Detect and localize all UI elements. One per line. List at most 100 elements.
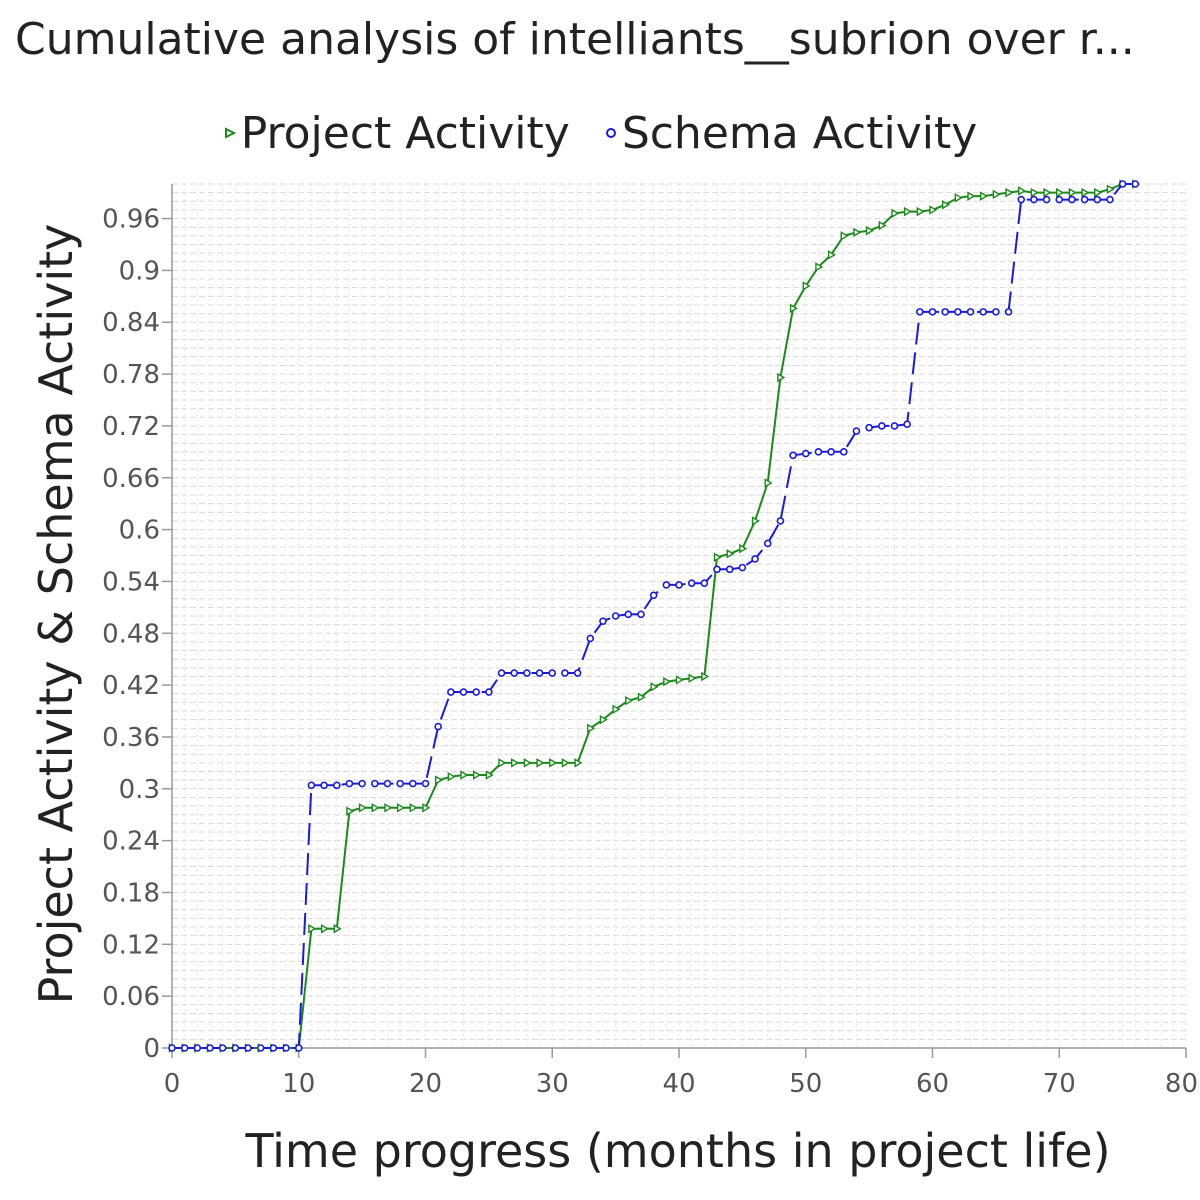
data-point [535, 669, 544, 677]
data-point [1043, 187, 1052, 198]
axes: 0 0.06 0.12 0.18 0.24 0.3 0.36 0.42 0.48 0.54 0.6 0… [102, 184, 1198, 1099]
data-point [485, 770, 494, 780]
data-point [536, 758, 545, 768]
data-point [814, 448, 823, 456]
data-point [256, 1044, 265, 1052]
legend-item-project-activity[interactable]: Project Activity [223, 108, 570, 159]
data-point [371, 803, 380, 813]
data-point [409, 779, 417, 788]
x-tick-label: 0 [164, 1069, 181, 1099]
data-point [180, 1044, 189, 1052]
y-tick-label: 0 [143, 1034, 160, 1064]
data-point [878, 220, 887, 231]
data-point [294, 1044, 303, 1052]
data-point [675, 675, 684, 685]
data-point [168, 1044, 176, 1052]
data-point [751, 555, 759, 563]
data-point [650, 682, 659, 692]
data-point [1030, 187, 1039, 198]
data-point [827, 448, 835, 456]
y-tick-label: 0.06 [102, 982, 160, 1012]
data-point [1004, 308, 1013, 316]
data-point [409, 803, 418, 813]
data-point [713, 552, 722, 562]
data-point [890, 422, 899, 430]
data-point [815, 262, 824, 272]
data-point [992, 308, 1000, 316]
data-point [611, 612, 620, 620]
data-point [1068, 195, 1076, 204]
data-point [510, 669, 519, 677]
data-point [1080, 195, 1089, 204]
data-point [903, 420, 911, 428]
chart-title: Cumulative analysis of intelliants__subr… [15, 14, 1135, 65]
data-point [1106, 184, 1115, 194]
data-point [802, 281, 811, 291]
legend-label-schema-activity: Schema Activity [621, 107, 978, 159]
data-point [511, 758, 520, 768]
data-point [1131, 180, 1140, 188]
data-point [739, 543, 748, 554]
data-point [916, 308, 924, 316]
data-point [675, 581, 683, 589]
y-tick-label: 0.54 [102, 567, 160, 597]
data-point [700, 579, 709, 587]
data-point [662, 581, 671, 589]
chart-legend: Project Activity Schema Activity [0, 100, 1200, 159]
data-point [663, 676, 672, 687]
data-point [625, 695, 634, 706]
data-point [840, 231, 849, 241]
data-point [421, 779, 430, 788]
data-point [1017, 195, 1026, 204]
data-point [903, 206, 913, 217]
y-tick-label: 0.42 [102, 671, 160, 701]
x-tick-label: 10 [282, 1069, 315, 1099]
data-point [345, 779, 354, 788]
data-point [751, 516, 760, 526]
data-point [599, 714, 608, 725]
data-point [979, 308, 988, 316]
y-tick-label: 0.6 [119, 516, 160, 546]
series-layer [168, 179, 1141, 1053]
x-tick-label: 70 [1043, 1069, 1076, 1099]
data-point [599, 617, 607, 625]
y-tick-label: 0.18 [102, 878, 160, 908]
data-point [396, 803, 406, 813]
data-point [954, 193, 963, 203]
data-point [865, 423, 873, 432]
data-point [308, 924, 317, 934]
data-point [548, 669, 557, 677]
data-point [269, 1044, 278, 1052]
data-point [206, 1044, 214, 1052]
x-tick-label: 20 [409, 1069, 442, 1099]
data-point [332, 781, 341, 790]
data-point [358, 779, 366, 788]
data-point [383, 779, 392, 788]
data-point [523, 758, 532, 768]
data-point [549, 758, 558, 768]
data-point [980, 191, 989, 201]
data-point [460, 770, 469, 780]
data-point [853, 227, 862, 238]
data-point [1018, 186, 1027, 196]
data-point [891, 208, 900, 219]
data-point [713, 565, 721, 574]
data-point [916, 206, 925, 217]
data-point [346, 806, 355, 816]
data-point [561, 758, 570, 768]
data-point [687, 579, 696, 587]
y-tick-label: 0.9 [119, 256, 160, 286]
data-point [764, 478, 773, 488]
data-point [954, 308, 962, 316]
data-point [738, 563, 747, 572]
x-tick-label: 60 [916, 1069, 949, 1099]
data-point [573, 669, 582, 677]
data-point [941, 200, 951, 210]
x-tick-label: 50 [789, 1069, 822, 1099]
data-point [763, 539, 772, 548]
data-point [447, 771, 456, 782]
legend-item-schema-activity[interactable]: Schema Activity [604, 108, 977, 159]
data-point [434, 722, 442, 731]
data-point [434, 775, 444, 785]
data-point [523, 669, 531, 677]
